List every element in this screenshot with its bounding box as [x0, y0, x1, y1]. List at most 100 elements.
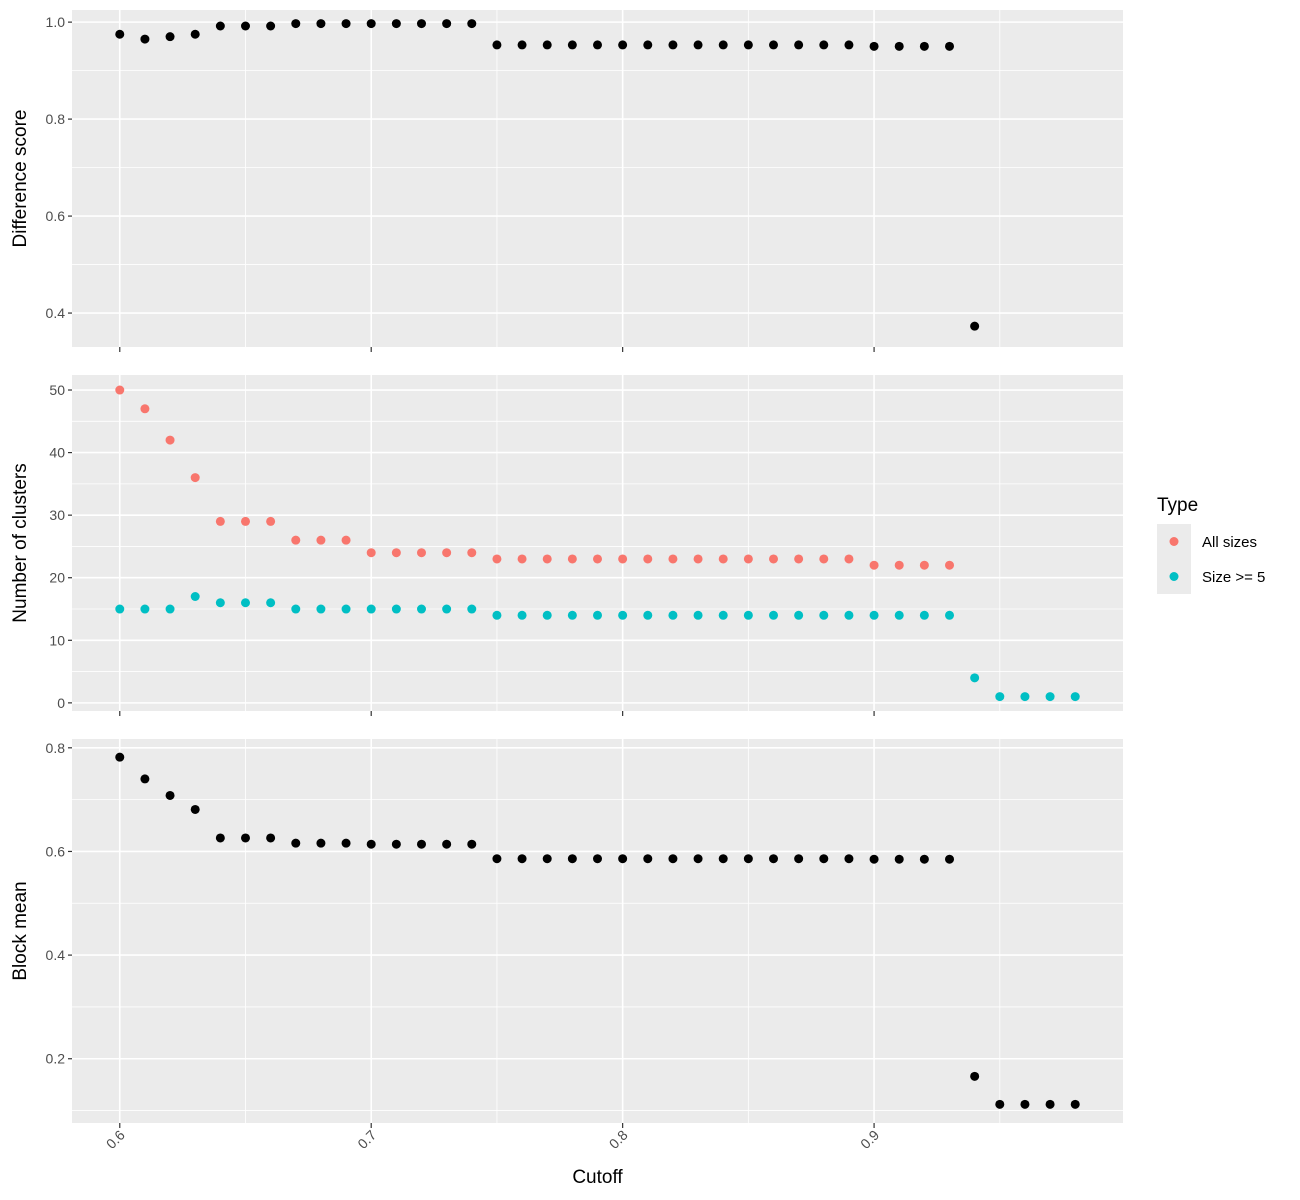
data-point	[743, 610, 753, 620]
data-point	[668, 610, 678, 620]
data-point	[819, 40, 829, 50]
data-point	[593, 40, 602, 50]
data-point	[945, 610, 955, 620]
data-point	[442, 839, 452, 849]
data-point	[467, 839, 477, 849]
data-point	[618, 610, 628, 620]
data-point	[919, 41, 929, 51]
data-point	[894, 854, 904, 864]
data-point	[366, 604, 376, 614]
data-point	[165, 32, 175, 42]
data-point	[316, 838, 326, 848]
data-point	[693, 554, 703, 564]
data-point	[919, 560, 929, 570]
data-point	[593, 610, 602, 620]
y-tick-label: 0.8	[46, 111, 66, 127]
data-point	[341, 535, 351, 545]
data-point	[1070, 692, 1080, 702]
data-point	[517, 854, 527, 864]
data-point	[668, 554, 678, 564]
y-tick-label: 10	[49, 632, 65, 648]
data-point	[266, 516, 276, 526]
data-point	[517, 610, 527, 620]
data-point	[542, 610, 552, 620]
x-tick-label: 0.6	[103, 1127, 128, 1152]
data-point	[492, 610, 502, 620]
data-point	[945, 41, 955, 51]
data-point	[668, 40, 678, 50]
data-point	[567, 554, 577, 564]
data-point	[190, 473, 200, 483]
data-point	[970, 1071, 980, 1081]
data-point	[416, 19, 426, 29]
legend-key-point	[1169, 572, 1179, 581]
data-point	[1045, 1099, 1055, 1109]
data-point	[391, 19, 401, 29]
data-point	[140, 774, 150, 784]
data-point	[240, 516, 250, 526]
data-point	[794, 40, 804, 50]
data-point	[316, 535, 326, 545]
data-point	[794, 854, 804, 864]
y-tick-label: 0.6	[46, 208, 66, 224]
legend-label: All sizes	[1202, 534, 1257, 551]
data-point	[366, 839, 376, 849]
panel-background	[72, 375, 1123, 711]
data-point	[240, 833, 250, 843]
data-point	[844, 40, 854, 50]
data-point	[215, 516, 225, 526]
y-tick-label: 0.4	[46, 947, 66, 963]
data-point	[542, 854, 552, 864]
data-point	[291, 838, 301, 848]
data-point	[115, 752, 125, 762]
panel-background	[72, 10, 1123, 347]
data-point	[769, 610, 779, 620]
data-point	[492, 554, 502, 564]
y-tick-label: 0.4	[46, 305, 66, 321]
data-point	[769, 554, 779, 564]
series-1	[115, 752, 1080, 1109]
data-point	[115, 604, 125, 614]
data-point	[718, 554, 728, 564]
series-1	[115, 19, 980, 331]
data-point	[869, 560, 879, 570]
data-point	[567, 40, 577, 50]
data-point	[643, 40, 653, 50]
data-point	[341, 838, 351, 848]
y-tick-label: 0.2	[46, 1051, 66, 1067]
legend: Type All sizes Size >= 5	[1157, 495, 1265, 594]
panel-2: 0 10 20 30 40 50 Number of clusters	[10, 375, 1123, 716]
data-point	[643, 554, 653, 564]
data-point	[743, 554, 753, 564]
data-point	[769, 40, 779, 50]
data-point	[291, 19, 301, 29]
data-point	[970, 673, 980, 683]
data-point	[844, 610, 854, 620]
data-point	[517, 40, 527, 50]
data-point	[416, 604, 426, 614]
data-point	[769, 854, 779, 864]
data-point	[190, 804, 200, 814]
data-point	[442, 19, 452, 29]
data-point	[869, 41, 879, 51]
data-point	[115, 29, 125, 39]
data-point	[970, 321, 980, 331]
data-point	[718, 854, 728, 864]
data-point	[743, 40, 753, 50]
data-point	[115, 385, 125, 395]
y-tick-label: 1.0	[46, 14, 66, 30]
data-point	[467, 19, 477, 29]
data-point	[894, 41, 904, 51]
legend-key-point	[1169, 537, 1179, 546]
panel-background	[72, 739, 1123, 1123]
data-point	[467, 604, 477, 614]
data-point	[919, 854, 929, 864]
data-point	[215, 21, 225, 31]
y-tick-label: 40	[49, 445, 65, 461]
data-point	[291, 604, 301, 614]
data-point	[945, 560, 955, 570]
data-point	[718, 610, 728, 620]
data-point	[291, 535, 301, 545]
data-point	[794, 554, 804, 564]
data-point	[819, 610, 829, 620]
